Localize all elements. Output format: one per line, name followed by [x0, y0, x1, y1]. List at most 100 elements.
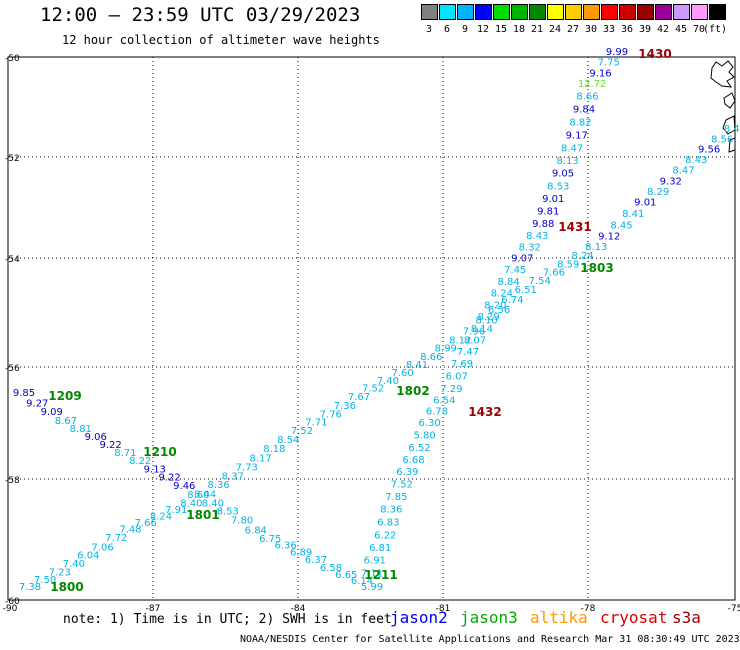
- legend-label: 24: [548, 24, 562, 35]
- legend-label: 30: [584, 24, 598, 35]
- legend-swatch: [583, 4, 600, 20]
- map-grid: [8, 57, 735, 600]
- coastline-icon: [710, 60, 736, 153]
- swh-value: 7.75: [598, 58, 620, 69]
- swh-value: 9.01: [542, 194, 564, 205]
- swh-value: 9.13: [144, 465, 166, 476]
- legend-label: 12: [476, 24, 490, 35]
- swh-value: 7.48: [119, 525, 141, 536]
- footnote: note: 1) Time is in UTC; 2) SWH is in fe…: [63, 612, 392, 627]
- swh-value: 8.13: [585, 242, 607, 253]
- legend-swatch: [637, 4, 654, 20]
- legend-label: 18: [512, 24, 526, 35]
- swh-value: 7.11: [361, 569, 383, 580]
- swh-value: 7.80: [231, 516, 253, 527]
- legend-swatch: [709, 4, 726, 20]
- time-label: 1211: [364, 568, 397, 582]
- swh-value: 9.09: [41, 407, 63, 418]
- swh-value: 8.29: [477, 312, 499, 323]
- time-label: 1210: [143, 445, 176, 459]
- legend-swatch: [547, 4, 564, 20]
- legend-swatch: [565, 4, 582, 20]
- swh-value: 6.51: [515, 285, 537, 296]
- legend-swatch: [493, 4, 510, 20]
- swh-value: 7.52: [391, 480, 413, 491]
- track-layer: 9.997.759.1612.728.669.848.829.178.478.1…: [13, 47, 740, 593]
- swh-value: 9.16: [589, 68, 611, 79]
- swh-value: 6.36: [274, 541, 296, 552]
- map-frame: [7, 56, 736, 601]
- swh-value: 8.99: [435, 344, 457, 355]
- swh-value: 9.99: [606, 47, 628, 58]
- legend-label: 39: [638, 24, 652, 35]
- swh-value: 6.68: [402, 455, 424, 466]
- swh-value: 9.88: [532, 219, 554, 230]
- legend-label: 70: [692, 24, 706, 35]
- swh-value: 8.82: [569, 118, 591, 129]
- swh-value: 8.41: [406, 360, 428, 371]
- swh-value: 8.14: [471, 324, 493, 335]
- legend-swatch: [439, 4, 456, 20]
- swh-value: 7.40: [377, 376, 399, 387]
- swh-value: 8.53: [547, 181, 569, 192]
- time-label: 1802: [396, 384, 429, 398]
- swh-value: 6.81: [369, 543, 391, 554]
- swh-value: 8.53: [217, 507, 239, 518]
- time-label: 1209: [48, 389, 81, 403]
- swh-value: 8.24: [571, 251, 593, 262]
- swh-value: 6.58: [320, 563, 342, 574]
- swh-value: 6.78: [426, 407, 448, 418]
- swh-value: 9.06: [85, 432, 107, 443]
- swh-value: 8.60: [187, 490, 209, 501]
- swh-value: 7.29: [440, 384, 462, 395]
- swh-value: 6.75: [259, 534, 281, 545]
- swh-value: 9.32: [660, 176, 682, 187]
- swh-value: 7.52: [362, 383, 384, 394]
- swh-value: 9.27: [26, 398, 48, 409]
- swh-value: 7.69: [451, 359, 473, 370]
- legend-label: 36: [620, 24, 634, 35]
- swh-value: 7.40: [63, 559, 85, 570]
- swh-value: 8.45: [724, 124, 740, 135]
- lat-label: -60: [5, 597, 20, 607]
- legend-swatch: [655, 4, 672, 20]
- swh-value: 8.66: [576, 92, 598, 103]
- swh-value: 9.12: [598, 232, 620, 243]
- legend-swatch: [511, 4, 528, 20]
- lon-label: -75: [728, 604, 740, 614]
- swh-value: 8.56: [711, 134, 733, 145]
- swh-value: 6.65: [335, 570, 357, 581]
- swh-value: 6.04: [77, 551, 99, 562]
- legend-label: 6: [443, 24, 451, 35]
- swh-value: 6.89: [290, 547, 312, 558]
- legend-swatch: [619, 4, 636, 20]
- swh-value: 8.17: [249, 453, 271, 464]
- swh-value: 7.85: [385, 492, 407, 503]
- swh-value: 8.13: [556, 156, 578, 167]
- swh-value: 8.22: [129, 456, 151, 467]
- swh-value: 9.85: [13, 388, 35, 399]
- page-title: 12:00 – 23:59 UTC 03/29/2023: [40, 4, 361, 26]
- swh-value: 7.76: [320, 409, 342, 420]
- time-label: 1431: [558, 220, 591, 234]
- swh-value: 9.07: [511, 254, 533, 265]
- lat-label: -50: [5, 54, 20, 64]
- swh-value: 7.38: [19, 582, 41, 593]
- swh-value: 7.36: [334, 401, 356, 412]
- swh-value: 6.84: [245, 525, 267, 536]
- legend-swatch: [691, 4, 708, 20]
- swh-value: 8.43: [526, 231, 548, 242]
- swh-value: 8.10: [475, 316, 497, 327]
- swh-value: 7.66: [543, 268, 565, 279]
- swh-value: 8.47: [561, 143, 583, 154]
- swh-value: 8.47: [672, 166, 694, 177]
- swh-value: 8.18: [263, 444, 285, 455]
- swh-value: 9.01: [634, 198, 656, 209]
- swh-value: 6.52: [408, 443, 430, 454]
- swh-value: 6.56: [488, 305, 510, 316]
- swh-value: 6.54: [433, 395, 455, 406]
- swh-value: 8.43: [685, 155, 707, 166]
- swh-value: 9.56: [698, 145, 720, 156]
- time-label: 1800: [50, 580, 83, 594]
- swh-value: 8.36: [380, 504, 402, 515]
